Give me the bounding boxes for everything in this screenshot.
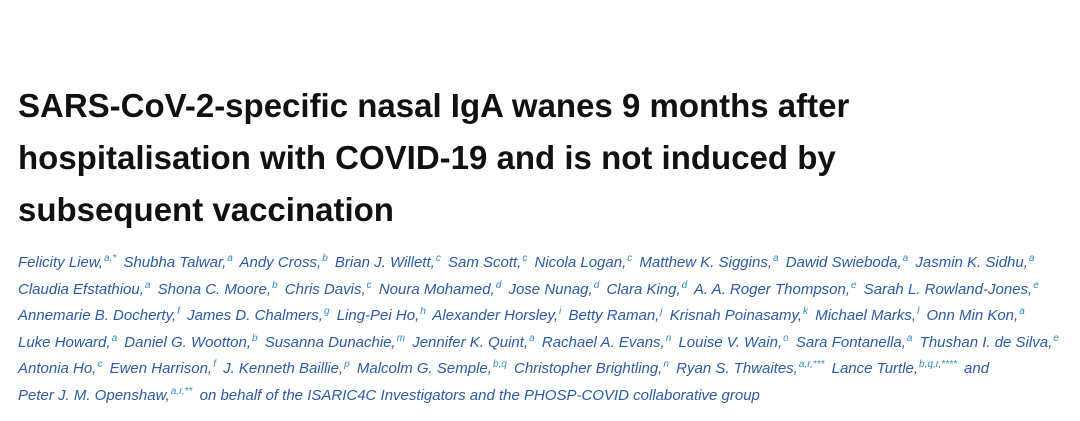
author-name: Thushan I. de Silva, <box>919 333 1053 351</box>
title-line: hospitalisation with COVID-19 and is not… <box>18 139 836 176</box>
author-name: Betty Raman, <box>568 307 660 324</box>
author-name: Andy Cross, <box>239 254 322 271</box>
author-name: Shubha Talwar, <box>123 254 227 271</box>
affiliation-mark: a,* <box>104 253 117 264</box>
author-name: Clara King, <box>606 280 681 298</box>
author-name: Louise V. Wain, <box>678 333 783 351</box>
author-name: Ryan S. Thwaites, <box>676 360 798 377</box>
affiliation-mark: a <box>1019 306 1025 317</box>
affiliation-mark: h <box>420 306 426 317</box>
author-name: Matthew K. Siggins, <box>639 254 772 271</box>
author-name: Christopher Brightling, <box>514 360 663 377</box>
affiliation-mark: a <box>772 253 779 264</box>
author-name: Malcolm G. Semple, <box>356 360 492 377</box>
affiliation-mark: b <box>252 332 258 344</box>
affiliation-mark: a <box>227 253 233 264</box>
affiliation-mark: o <box>783 332 789 344</box>
author-name: Sara Fontanella, <box>795 333 906 351</box>
author-line: Annemarie B. Docherty,f James D. Chalmer… <box>18 303 1062 330</box>
author-line: Peter J. M. Openshaw,a,r,** on behalf of… <box>18 383 1062 410</box>
affiliation-mark: c <box>522 253 528 264</box>
affiliation-mark: l <box>917 306 920 317</box>
affiliation-mark: d <box>593 279 600 291</box>
author-name: Daniel G. Wootton, <box>124 333 252 351</box>
author-line: Felicity Liew,a,* Shubha Talwar,a Andy C… <box>18 250 1062 277</box>
affiliation-mark: a <box>144 279 151 291</box>
affiliation-mark: b <box>272 279 278 291</box>
affiliation-mark: f <box>213 359 216 370</box>
author-name: James D. Chalmers, <box>187 307 323 324</box>
author-name: and <box>964 360 990 377</box>
author-name: Sam Scott, <box>447 254 522 271</box>
title-line: SARS-CoV-2-specific nasal IgA wanes 9 mo… <box>18 87 850 124</box>
author-name: Ling-Pei Ho, <box>336 307 420 324</box>
author-name: Onn Min Kon, <box>926 307 1019 324</box>
affiliation-mark: p <box>344 359 350 370</box>
author-name: Claudia Efstathiou, <box>18 280 144 298</box>
affiliation-mark: a <box>906 332 913 344</box>
affiliation-mark: a <box>529 332 535 344</box>
affiliation-mark: g <box>323 306 330 317</box>
author-name: Shona C. Moore, <box>157 280 272 298</box>
affiliation-mark: e <box>1033 279 1039 291</box>
affiliation-mark: j <box>660 306 663 317</box>
affiliation-mark: d <box>681 279 688 291</box>
affiliation-mark: k <box>803 306 809 317</box>
author-name: Noura Mohamed, <box>378 280 495 298</box>
author-name: Alexander Horsley, <box>432 307 559 324</box>
author-name: Sarah L. Rowland-Jones, <box>863 280 1033 298</box>
author-name: Dawid Swieboda, <box>785 254 902 271</box>
affiliation-mark: a,r,** <box>170 385 193 397</box>
author-name: on behalf of the ISARIC4C Investigators … <box>199 386 760 404</box>
title-line: subsequent vaccination <box>18 191 394 228</box>
author-name: Chris Davis, <box>284 280 366 298</box>
affiliation-mark: e <box>851 279 857 291</box>
author-name: Susanna Dunachie, <box>264 333 396 351</box>
affiliation-mark: b <box>322 253 328 264</box>
affiliation-mark: a <box>902 253 909 264</box>
author-name: Lance Turtle, <box>831 360 919 377</box>
affiliation-mark: m <box>396 332 406 344</box>
affiliation-mark: n <box>663 359 669 370</box>
affiliation-mark: c <box>627 253 633 264</box>
author-name: A. A. Roger Thompson, <box>693 280 851 298</box>
author-name: Felicity Liew, <box>18 254 104 271</box>
affiliation-mark: b,q <box>492 359 507 370</box>
affiliation-mark: e <box>1053 332 1059 344</box>
affiliation-mark: a <box>1028 253 1035 264</box>
author-name: Jasmin K. Sidhu, <box>915 254 1028 271</box>
author-name: Nicola Logan, <box>534 254 627 271</box>
author-name: Luke Howard, <box>18 333 111 351</box>
affiliation-mark: a,r,*** <box>798 359 825 370</box>
author-name: Antonia Ho, <box>18 360 97 377</box>
author-name: Krisnah Poinasamy, <box>669 307 803 324</box>
author-list: Felicity Liew,a,* Shubha Talwar,a Andy C… <box>18 250 1062 409</box>
author-name: Jose Nunag, <box>508 280 593 298</box>
affiliation-mark: i <box>559 306 562 317</box>
author-line: Luke Howard,a Daniel G. Wootton,b Susann… <box>18 330 1062 357</box>
author-name: Annemarie B. Docherty, <box>18 307 177 324</box>
author-name: Michael Marks, <box>815 307 917 324</box>
affiliation-mark: c <box>366 279 372 291</box>
affiliation-mark: f <box>177 306 180 317</box>
affiliation-mark: a <box>111 332 118 344</box>
author-name: Brian J. Willett, <box>334 254 435 271</box>
affiliation-mark: b,q,r,**** <box>919 359 957 370</box>
affiliation-mark: n <box>665 332 672 344</box>
author-name: Rachael A. Evans, <box>541 333 665 351</box>
author-name: J. Kenneth Baillie, <box>223 360 344 377</box>
author-line: Claudia Efstathiou,a Shona C. Moore,b Ch… <box>18 277 1062 304</box>
author-name: Jennifer K. Quint, <box>412 333 529 351</box>
author-name: Ewen Harrison, <box>109 360 213 377</box>
affiliation-mark: d <box>495 279 502 291</box>
affiliation-mark: c <box>435 253 441 264</box>
author-name: Peter J. M. Openshaw, <box>18 386 170 404</box>
article-title: SARS-CoV-2-specific nasal IgA wanes 9 mo… <box>18 80 849 236</box>
affiliation-mark: c <box>97 359 103 370</box>
author-line: Antonia Ho,c Ewen Harrison,f J. Kenneth … <box>18 356 1062 383</box>
